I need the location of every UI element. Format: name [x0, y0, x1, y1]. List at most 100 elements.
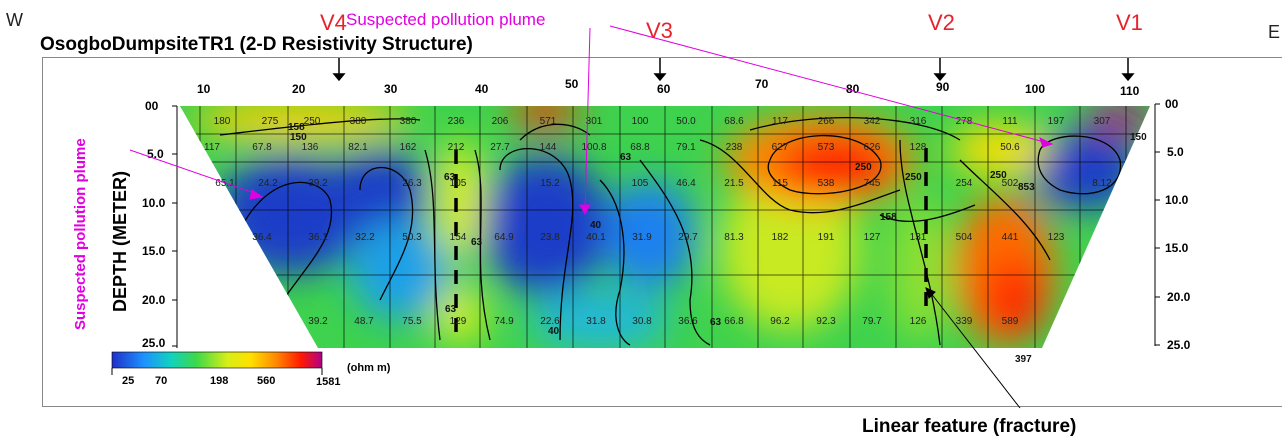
cell-value: 32.2 — [355, 232, 375, 243]
colorbar-unit: (ohm m) — [347, 362, 390, 374]
colorbar-tick-70: 70 — [155, 375, 167, 387]
cell-value: 24.2 — [258, 178, 278, 189]
cell-value: 50.0 — [676, 116, 696, 127]
y-tick-right-00: 00 — [1165, 97, 1179, 111]
cell-value: 254 — [956, 178, 973, 189]
cell-value: 82.1 — [348, 142, 368, 153]
y-tick-right-10: 10.0 — [1165, 193, 1189, 207]
cell-value: 128 — [910, 142, 927, 153]
colorbar: 25 70 198 560 1581 — [112, 352, 340, 388]
right-depth-axis: 00 5.0 10.0 15.0 20.0 25.0 — [1155, 97, 1191, 352]
cell-value: 30.8 — [632, 316, 652, 327]
x-tick-10: 10 — [197, 82, 211, 96]
cell-value: 50.6 — [1000, 142, 1020, 153]
contour-label: 150 — [1130, 132, 1147, 143]
cell-value: 67.8 — [252, 142, 272, 153]
contour-label: 63 — [471, 237, 483, 248]
contour-label: 63 — [444, 172, 456, 183]
colorbar-tick-198: 198 — [210, 375, 228, 387]
cell-value: 64.9 — [494, 232, 514, 243]
cell-value: 180 — [214, 116, 231, 127]
contour-label: 158 — [880, 212, 897, 223]
cell-value: 131 — [910, 232, 927, 243]
cell-value: 40.1 — [586, 232, 606, 243]
cell-value: 50.3 — [402, 232, 422, 243]
x-tick-20: 20 — [292, 82, 306, 96]
cell-value: 266 — [818, 116, 835, 127]
cell-value: 589 — [1002, 316, 1019, 327]
contour-label: 250 — [855, 162, 872, 173]
cell-value: 154 — [450, 232, 467, 243]
x-tick-80: 80 — [846, 82, 860, 96]
contour-label: 397 — [1015, 354, 1032, 365]
contour-label: 63 — [710, 317, 722, 328]
colorbar-tick-1581: 1581 — [316, 376, 340, 388]
cell-value: 100.8 — [581, 142, 606, 153]
cell-value: 275 — [262, 116, 279, 127]
cell-value: 301 — [586, 116, 603, 127]
cell-value: 79.1 — [676, 142, 696, 153]
cell-value: 278 — [956, 116, 973, 127]
contour-label: 63 — [445, 304, 457, 315]
cell-value: 250 — [304, 116, 321, 127]
cell-value: 238 — [726, 142, 743, 153]
x-tick-110: 110 — [1120, 84, 1140, 98]
contour-label: 40 — [590, 220, 602, 231]
cell-value: 105 — [632, 178, 649, 189]
cell-value: 23.8 — [540, 232, 560, 243]
cell-value: 380 — [350, 116, 367, 127]
cell-value: 627 — [772, 142, 789, 153]
cell-value: 212 — [448, 142, 465, 153]
station-markers — [334, 58, 1133, 80]
y-tick-right-25: 25.0 — [1167, 338, 1191, 352]
cell-value: 745 — [864, 178, 881, 189]
y-tick-left-15: 15.0 — [142, 244, 166, 258]
y-tick-right-15: 15.0 — [1165, 241, 1189, 255]
colorbar-tick-560: 560 — [257, 375, 275, 387]
cell-value: 191 — [818, 232, 835, 243]
cell-value: 96.2 — [770, 316, 790, 327]
cell-value: 573 — [818, 142, 835, 153]
contour-label: 63 — [620, 152, 632, 163]
cell-value: 342 — [864, 116, 881, 127]
x-tick-70: 70 — [755, 77, 769, 91]
cell-value: 538 — [818, 178, 835, 189]
cell-value: 197 — [1048, 116, 1065, 127]
cell-value: 307 — [1094, 116, 1111, 127]
cell-value: 79.7 — [862, 316, 882, 327]
cell-value: 48.7 — [354, 316, 374, 327]
cell-value: 126 — [910, 316, 927, 327]
contour-label: 150 — [290, 132, 307, 143]
cell-value: 27.7 — [490, 142, 510, 153]
cell-value: 36.6 — [678, 316, 698, 327]
cell-value: 74.9 — [494, 316, 514, 327]
cell-value: 100 — [632, 116, 649, 127]
cell-value: 626 — [864, 142, 881, 153]
cell-value: 36.4 — [252, 232, 272, 243]
y-tick-left-20: 20.0 — [142, 293, 166, 307]
cell-value: 380 — [400, 116, 417, 127]
cell-value: 65.1 — [215, 178, 235, 189]
cell-value: 339 — [956, 316, 973, 327]
cell-value: 144 — [540, 142, 557, 153]
cell-value: 129 — [450, 316, 467, 327]
cell-value: 21.5 — [724, 178, 744, 189]
left-depth-axis: 00 5.0 10.0 15.0 20.0 25.0 — [142, 99, 177, 350]
cell-value: 182 — [772, 232, 789, 243]
cell-value: 115 — [772, 178, 788, 189]
y-tick-left-10: 10.0 — [142, 196, 166, 210]
cell-value: 75.5 — [402, 316, 422, 327]
cell-value: 117 — [772, 116, 788, 127]
cell-value: 441 — [1002, 232, 1019, 243]
cell-value: 46.4 — [676, 178, 696, 189]
cell-value: 127 — [864, 232, 881, 243]
y-tick-right-20: 20.0 — [1167, 290, 1191, 304]
cell-value: 15.2 — [540, 178, 560, 189]
contour-label: 40 — [548, 326, 560, 337]
x-tick-40: 40 — [475, 82, 489, 96]
cell-value: 123 — [1048, 232, 1065, 243]
x-tick-50: 50 — [565, 77, 579, 91]
contour-label: 250 — [990, 170, 1007, 181]
x-tick-60: 60 — [657, 82, 671, 96]
